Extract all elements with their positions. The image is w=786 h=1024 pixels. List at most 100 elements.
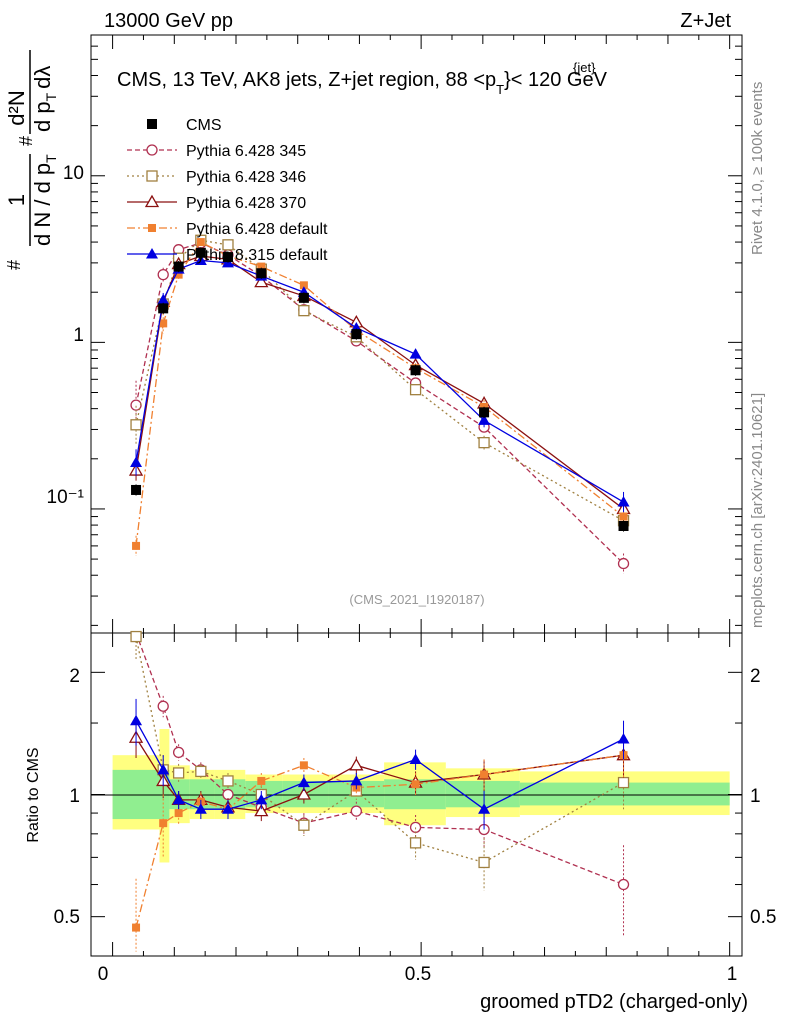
data-point bbox=[132, 541, 141, 550]
ytick-label-0p1: 10⁻¹ bbox=[47, 487, 85, 508]
legend-marker bbox=[146, 248, 158, 259]
ratio-point bbox=[222, 788, 234, 801]
ytick-label-1: 1 bbox=[73, 325, 84, 346]
series-cms bbox=[131, 247, 629, 532]
ratio-point bbox=[157, 763, 170, 775]
ratio-point bbox=[257, 776, 266, 785]
cms-point bbox=[351, 329, 362, 340]
cms-point bbox=[479, 407, 490, 418]
band-green bbox=[519, 782, 730, 806]
ratio-line-p6def bbox=[135, 754, 624, 928]
ratio-point bbox=[222, 775, 234, 787]
legend-label: Pythia 6.428 345 bbox=[186, 143, 306, 160]
ratio-ytick-2: 2 bbox=[69, 666, 80, 687]
legend: CMS Pythia 6.428 345 Pythia 6.428 346 Pythi… bbox=[127, 117, 328, 264]
ylabel-hash-2: # bbox=[16, 136, 36, 146]
ratio-point bbox=[409, 837, 422, 849]
series-p345 bbox=[130, 237, 630, 574]
ratio-point bbox=[254, 803, 269, 817]
ylabel-frac1-den: d N / d pT bbox=[30, 154, 59, 246]
ratio-point bbox=[299, 761, 308, 770]
ratio-series-p346 bbox=[130, 630, 630, 891]
cms-point bbox=[410, 365, 421, 376]
ylabel-frac1-num: 1 bbox=[4, 194, 29, 206]
cms-point bbox=[195, 247, 206, 258]
data-point bbox=[617, 557, 630, 570]
data-point bbox=[298, 305, 310, 317]
cms-point bbox=[298, 292, 309, 303]
series-p346 bbox=[130, 234, 630, 531]
rivet-version: Rivet 4.1.0, ≥ 100k events bbox=[749, 82, 766, 255]
ylabel-frac2-num: d²N bbox=[4, 90, 29, 125]
ratio-point bbox=[157, 700, 169, 712]
legend-marker bbox=[146, 170, 158, 182]
top-panel: CMS, 13 TeV, AK8 jets, Z+jet region, 88 … bbox=[47, 34, 743, 634]
cms-point bbox=[131, 484, 142, 495]
legend-item-p345: Pythia 6.428 345 bbox=[127, 143, 306, 160]
data-point bbox=[617, 496, 630, 507]
xtick-label-1: 1 bbox=[727, 964, 738, 985]
data-point bbox=[619, 512, 628, 521]
legend-marker bbox=[144, 194, 160, 208]
series-p8 bbox=[130, 254, 630, 513]
ratio-bands bbox=[112, 729, 730, 863]
data-point bbox=[409, 384, 422, 396]
band-green bbox=[112, 769, 160, 820]
ratio-point bbox=[350, 805, 362, 817]
ylabel-hash-1: # bbox=[4, 260, 24, 270]
ratio-line-p346 bbox=[135, 636, 624, 864]
ratio-point bbox=[132, 923, 141, 932]
data-point bbox=[222, 239, 234, 251]
mcplots-credit: mcplots.cern.ch [arXiv:2401.10621] bbox=[749, 393, 766, 628]
legend-marker bbox=[147, 119, 157, 129]
legend-item-p8: Pythia 8.315 default bbox=[127, 247, 328, 264]
series-line-p6def bbox=[135, 241, 624, 546]
data-point bbox=[196, 238, 205, 247]
data-point bbox=[174, 270, 183, 279]
analysis-id: (CMS_2021_I1920187) bbox=[349, 592, 484, 607]
data-point bbox=[130, 456, 143, 468]
legend-item-p370: Pythia 6.428 370 bbox=[127, 194, 306, 212]
ratio-ytick-right-0p5: 0.5 bbox=[750, 907, 776, 928]
plot-title: CMS, 13 TeV, AK8 jets, Z+jet region, 88 … bbox=[117, 69, 608, 97]
data-point bbox=[254, 274, 269, 288]
ratio-point bbox=[172, 746, 185, 759]
ratio-point bbox=[409, 753, 422, 764]
ratio-ylabel: Ratio to CMS bbox=[25, 747, 42, 842]
ratio-point bbox=[221, 803, 234, 814]
ratio-point bbox=[296, 787, 312, 800]
legend-label: CMS bbox=[186, 117, 222, 134]
series-line-p370 bbox=[135, 255, 624, 510]
ratio-ytick-1: 1 bbox=[69, 786, 80, 807]
ratio-point bbox=[298, 819, 310, 831]
ratio-point bbox=[172, 767, 185, 779]
data-point bbox=[299, 281, 308, 290]
legend-label: Pythia 6.428 370 bbox=[186, 195, 306, 212]
data-point bbox=[157, 293, 170, 305]
ratio-point bbox=[478, 856, 490, 869]
legend-marker bbox=[148, 224, 156, 232]
cms-point bbox=[173, 261, 184, 272]
xtick-label-0: 0 bbox=[98, 964, 109, 985]
ratio-ytick-right-1: 1 bbox=[750, 786, 761, 807]
series-line-p345 bbox=[135, 242, 624, 565]
legend-label: Pythia 8.315 default bbox=[186, 247, 328, 264]
cms-point bbox=[222, 252, 233, 263]
ratio-point bbox=[195, 765, 207, 778]
ratio-point bbox=[130, 630, 142, 643]
ratio-ytick-right-2: 2 bbox=[750, 666, 761, 687]
data-point bbox=[194, 254, 207, 266]
ylabel-frac2-den: d pTdλ bbox=[30, 66, 59, 132]
ratio-line-p345 bbox=[135, 632, 624, 886]
series-p370 bbox=[128, 248, 631, 520]
series-line-p8 bbox=[135, 259, 624, 503]
series-p6def bbox=[132, 238, 628, 557]
ratio-point bbox=[617, 776, 630, 789]
ratio-point bbox=[297, 776, 310, 788]
header-left: 13000 GeV pp bbox=[104, 10, 233, 32]
ratio-point bbox=[617, 878, 630, 891]
cms-point bbox=[618, 520, 629, 531]
ratio-point bbox=[159, 819, 168, 828]
ratio-ytick-0p5: 0.5 bbox=[54, 907, 80, 928]
ratio-axis-ticks bbox=[91, 633, 742, 956]
